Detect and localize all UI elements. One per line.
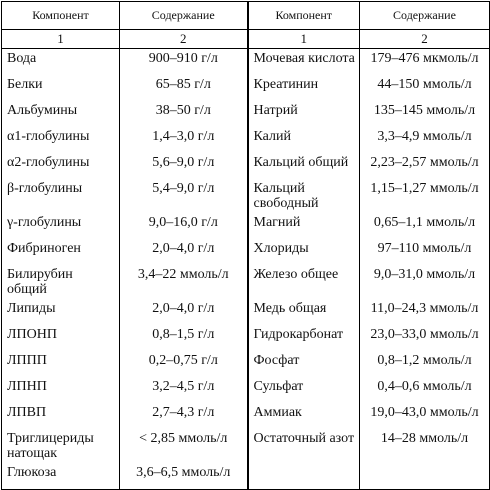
component-name: Кальций общий (246, 153, 360, 179)
header-content-left: Содержание (119, 1, 248, 30)
component-value: 11,0–24,3 ммоль/л (359, 299, 490, 325)
component-value: 2,0–4,0 г/л (119, 299, 248, 325)
component-value: 1,15–1,27 ммоль/л (359, 179, 490, 213)
component-value: 9,0–31,0 ммоль/л (359, 265, 490, 299)
table-row: Триглицериды натощак < 2,85 ммоль/л Остато… (1, 429, 490, 463)
table-row: α1-глобулины 1,4–3,0 г/л Калий 3,3–4,9 ммол… (1, 127, 490, 153)
column-number-row: 1 2 1 2 (1, 29, 490, 49)
component-name: ЛПНП (1, 377, 120, 403)
component-name: ЛПОНП (1, 325, 120, 351)
component-value: 0,2–0,75 г/л (119, 351, 248, 377)
component-value: 3,2–4,5 г/л (119, 377, 248, 403)
component-name (246, 463, 360, 490)
component-value: 9,0–16,0 г/л (119, 213, 248, 239)
component-name: Хлориды (246, 239, 360, 265)
table-row: Глюкоза 3,6–6,5 ммоль/л (1, 463, 490, 490)
component-name: γ-глобулины (1, 213, 120, 239)
component-value: 65–85 г/л (119, 75, 248, 101)
table-row: β-глобулины 5,4–9,0 г/л Кальций свободный 1… (1, 179, 490, 213)
table-row: ЛПОНП 0,8–1,5 г/л Гидрокарбонат 23,0–33,0 м… (1, 325, 490, 351)
column-number: 1 (246, 29, 360, 49)
header-content-right: Содержание (359, 1, 490, 30)
component-name: Триглицериды натощак (1, 429, 120, 463)
component-name: Фибриноген (1, 239, 120, 265)
component-name: Белки (1, 75, 120, 101)
header-component-right: Компонент (246, 1, 360, 30)
component-value: 97–110 ммоль/л (359, 239, 490, 265)
component-value: 900–910 г/л (119, 48, 248, 75)
component-value: 179–476 мкмоль/л (359, 48, 490, 75)
component-name: Магний (246, 213, 360, 239)
column-number: 1 (1, 29, 120, 49)
component-name: Мочевая кислота (246, 48, 360, 75)
table-row: Белки 65–85 г/л Креатинин 44–150 ммоль/л (1, 75, 490, 101)
header-component-left: Компонент (1, 1, 120, 30)
component-name: Кальций свободный (246, 179, 360, 213)
table-row: ЛПВП 2,7–4,3 г/л Аммиак 19,0–43,0 ммоль/л (1, 403, 490, 429)
component-name: ЛППП (1, 351, 120, 377)
component-name: β-глобулины (1, 179, 120, 213)
component-name: Фосфат (246, 351, 360, 377)
component-value: 38–50 г/л (119, 101, 248, 127)
component-value: 5,6–9,0 г/л (119, 153, 248, 179)
component-value: 2,23–2,57 ммоль/л (359, 153, 490, 179)
component-name: α2-глобулины (1, 153, 120, 179)
table-row: α2-глобулины 5,6–9,0 г/л Кальций общий 2,23… (1, 153, 490, 179)
table-row: Альбумины 38–50 г/л Натрий 135–145 ммоль/л (1, 101, 490, 127)
component-value: 44–150 ммоль/л (359, 75, 490, 101)
table-row: Липиды 2,0–4,0 г/л Медь общая 11,0–24,3 ммо… (1, 299, 490, 325)
component-value (359, 463, 490, 490)
component-value: 2,7–4,3 г/л (119, 403, 248, 429)
component-value: 3,4–22 ммоль/л (119, 265, 248, 299)
component-name: Вода (1, 48, 120, 75)
header-row: Компонент Содержание Компонент Содержани… (1, 1, 490, 30)
component-name: Билирубин общий (1, 265, 120, 299)
table-row: Билирубин общий 3,4–22 ммоль/л Железо обще… (1, 265, 490, 299)
component-name: Натрий (246, 101, 360, 127)
component-name: Гидрокарбонат (246, 325, 360, 351)
table-row: Фибриноген 2,0–4,0 г/л Хлориды 97–110 ммоль… (1, 239, 490, 265)
component-name: Креатинин (246, 75, 360, 101)
component-name: Калий (246, 127, 360, 153)
component-name: Медь общая (246, 299, 360, 325)
component-value: 19,0–43,0 ммоль/л (359, 403, 490, 429)
component-value: 0,4–0,6 ммоль/л (359, 377, 490, 403)
component-value: 5,4–9,0 г/л (119, 179, 248, 213)
component-value: 0,65–1,1 ммоль/л (359, 213, 490, 239)
component-name: ЛПВП (1, 403, 120, 429)
component-value: 0,8–1,5 г/л (119, 325, 248, 351)
table-row: γ-глобулины 9,0–16,0 г/л Магний 0,65–1,1 мм… (1, 213, 490, 239)
component-name: Сульфат (246, 377, 360, 403)
column-number: 2 (359, 29, 490, 49)
component-name: Глюкоза (1, 463, 120, 490)
component-name: Аммиак (246, 403, 360, 429)
component-name: α1-глобулины (1, 127, 120, 153)
component-value: 23,0–33,0 ммоль/л (359, 325, 490, 351)
component-name: Железо общее (246, 265, 360, 299)
table-row: Вода 900–910 г/л Мочевая кислота 179–476 мк… (1, 48, 490, 75)
component-value: 135–145 ммоль/л (359, 101, 490, 127)
table-row: ЛППП 0,2–0,75 г/л Фосфат 0,8–1,2 ммоль/л (1, 351, 490, 377)
component-value: < 2,85 ммоль/л (119, 429, 248, 463)
column-number: 2 (119, 29, 248, 49)
component-value: 1,4–3,0 г/л (119, 127, 248, 153)
component-name: Альбумины (1, 101, 120, 127)
component-value: 3,3–4,9 ммоль/л (359, 127, 490, 153)
component-value: 0,8–1,2 ммоль/л (359, 351, 490, 377)
component-value: 2,0–4,0 г/л (119, 239, 248, 265)
component-name: Остаточный азот (246, 429, 360, 463)
component-value: 3,6–6,5 ммоль/л (119, 463, 248, 490)
component-name: Липиды (1, 299, 120, 325)
table-row: ЛПНП 3,2–4,5 г/л Сульфат 0,4–0,6 ммоль/л (1, 377, 490, 403)
component-value: 14–28 ммоль/л (359, 429, 490, 463)
